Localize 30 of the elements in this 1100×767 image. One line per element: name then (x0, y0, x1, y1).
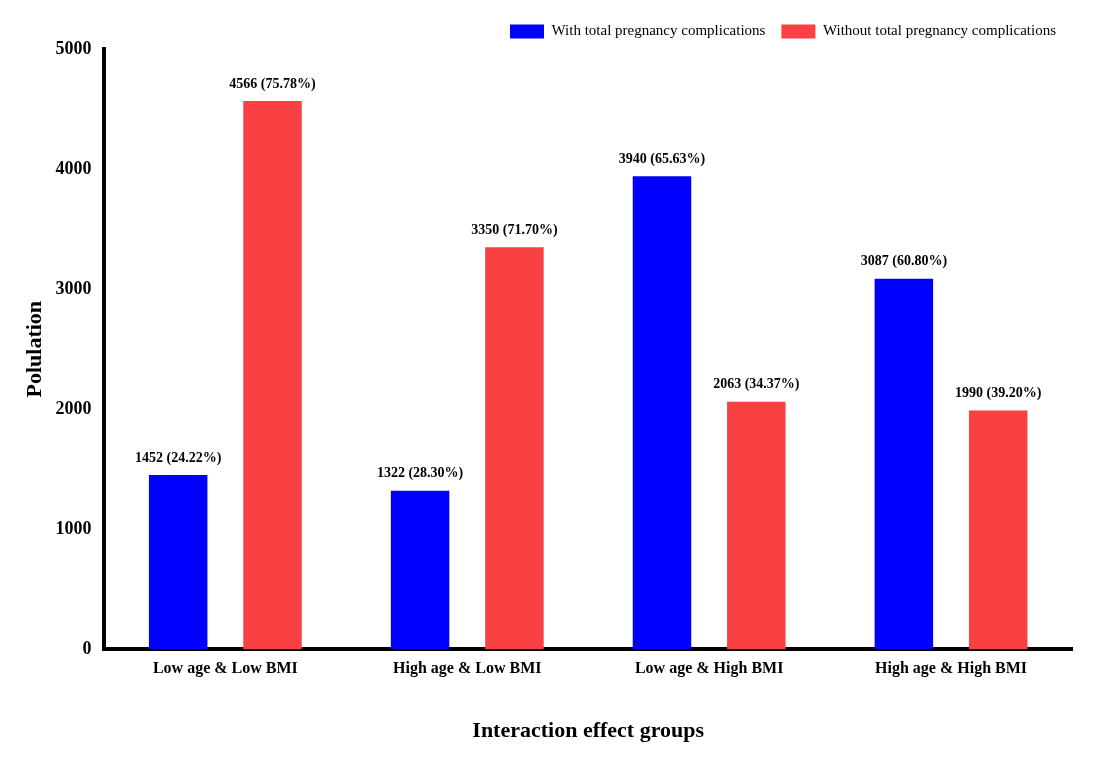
bar (148, 475, 208, 650)
legend-label: Without total pregnancy complications (822, 22, 1057, 39)
bar (243, 101, 302, 650)
y-axis-title: Polulation (20, 300, 46, 398)
data-label: 1322 (28.30%) (376, 465, 464, 482)
data-label: 3940 (65.63%) (618, 150, 706, 167)
y-tick-label: 5000 (55, 37, 92, 58)
x-axis-title: Interaction effect groups (472, 717, 705, 743)
x-tick-label: High age & High BMI (875, 659, 1028, 678)
data-label: 3350 (71.70%) (471, 221, 558, 238)
x-tick-label: Low age & Low BMI (152, 659, 298, 678)
x-tick-label: High age & Low BMI (393, 659, 542, 678)
y-tick-label: 0 (82, 638, 92, 659)
y-tick-label: 3000 (55, 277, 92, 298)
bar (485, 247, 544, 650)
bar (968, 410, 1028, 650)
bar (390, 490, 450, 650)
y-tick-label: 2000 (55, 397, 92, 418)
data-label: 1990 (39.20%) (955, 385, 1042, 402)
bar (632, 176, 692, 650)
legend-label: With total pregnancy complications (551, 22, 766, 39)
x-tick-label: Low age & High BMI (634, 659, 784, 678)
y-tick-label: 1000 (55, 517, 92, 538)
y-tick-label: 4000 (55, 157, 92, 178)
bar (874, 278, 934, 650)
bar (727, 401, 786, 650)
data-label: 4566 (75.78%) (229, 75, 317, 92)
data-label: 3087 (60.80%) (860, 253, 948, 270)
data-label: 2063 (34.37%) (713, 376, 800, 393)
data-label: 1452 (24.22%) (135, 449, 222, 466)
